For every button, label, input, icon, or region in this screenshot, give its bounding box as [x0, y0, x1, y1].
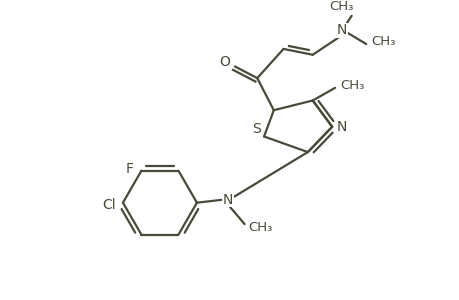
Text: CH₃: CH₃ — [247, 220, 272, 233]
Text: N: N — [336, 120, 347, 134]
Text: Cl: Cl — [102, 198, 116, 212]
Text: CH₃: CH₃ — [329, 0, 353, 13]
Text: O: O — [219, 55, 230, 69]
Text: N: N — [336, 23, 347, 38]
Text: F: F — [125, 162, 134, 176]
Text: S: S — [252, 122, 260, 136]
Text: N: N — [222, 193, 233, 207]
Text: CH₃: CH₃ — [340, 80, 364, 92]
Text: CH₃: CH₃ — [371, 34, 395, 48]
